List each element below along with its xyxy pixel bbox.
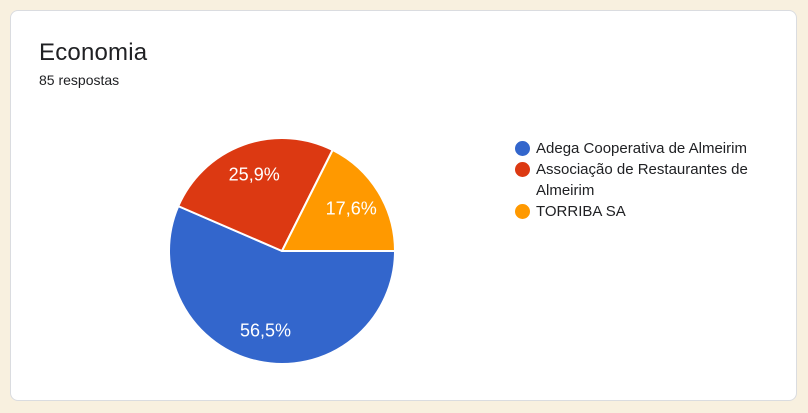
pie-slice-percentage-label: 17,6%	[326, 198, 377, 218]
legend-item: Adega Cooperativa de Almeirim	[515, 138, 757, 159]
pie-slice-1[interactable]	[177, 137, 334, 252]
pie-slice-percentage-label: 56,5%	[240, 321, 291, 341]
question-title: Economia	[39, 39, 148, 66]
pie-chart: 56,5% 25,9% 17,6%	[168, 137, 396, 365]
legend-color-dot	[515, 204, 530, 219]
pie-slice-percentage-label: 25,9%	[229, 165, 280, 185]
legend-item: Associação de Restaurantes de Almeirim	[515, 159, 757, 201]
pie-slice-0[interactable]	[168, 205, 396, 365]
legend-item-label: TORRIBA SA	[536, 203, 626, 220]
legend-color-dot	[515, 162, 530, 177]
response-summary-card: Economia 85 respostas 56,5% 25,9% 17,6% Ad…	[10, 10, 797, 401]
response-count: 85 respostas	[39, 72, 120, 88]
legend-item-label: Associação de Restaurantes de Almeirim	[536, 161, 748, 199]
legend-item: TORRIBA SA	[515, 201, 757, 222]
legend-item-label: Adega Cooperativa de Almeirim	[536, 140, 747, 157]
legend-color-dot	[515, 141, 530, 156]
chart-legend: Adega Cooperativa de Almeirim Associação …	[515, 138, 757, 222]
pie-slice-2[interactable]	[281, 149, 396, 252]
